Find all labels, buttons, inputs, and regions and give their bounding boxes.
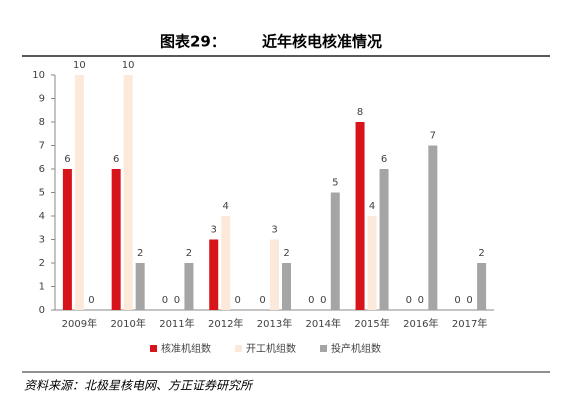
value-label: 0 bbox=[454, 295, 460, 306]
bar bbox=[221, 216, 231, 310]
value-label: 0 bbox=[418, 295, 424, 306]
x-tick-label: 2017年 bbox=[452, 317, 487, 330]
value-label: 10 bbox=[73, 60, 86, 71]
legend-label: 开工机组数 bbox=[246, 342, 296, 355]
y-tick-label: 3 bbox=[39, 235, 45, 246]
bar bbox=[62, 169, 72, 310]
value-label: 8 bbox=[357, 107, 363, 118]
value-label: 6 bbox=[113, 154, 119, 165]
bar bbox=[74, 75, 84, 310]
value-label: 0 bbox=[174, 295, 180, 306]
value-label: 6 bbox=[64, 154, 70, 165]
bar bbox=[477, 263, 487, 310]
value-label: 3 bbox=[271, 225, 277, 236]
legend-label: 投产机组数 bbox=[331, 342, 381, 355]
value-label: 0 bbox=[162, 295, 168, 306]
x-tick-label: 2016年 bbox=[403, 317, 438, 330]
bar bbox=[209, 239, 219, 310]
legend-swatch bbox=[150, 345, 157, 352]
bar bbox=[184, 263, 194, 310]
value-label: 2 bbox=[186, 248, 192, 259]
y-tick-label: 4 bbox=[39, 211, 45, 222]
bar bbox=[270, 239, 279, 310]
value-label: 0 bbox=[88, 295, 94, 306]
value-label: 0 bbox=[308, 295, 314, 306]
bar bbox=[282, 263, 291, 310]
y-tick-label: 6 bbox=[39, 164, 45, 175]
source: 资料来源：北极星核电网、方正证券研究所 bbox=[24, 379, 254, 393]
y-tick-label: 5 bbox=[39, 188, 45, 199]
x-tick-label: 2011年 bbox=[159, 317, 194, 330]
value-label: 5 bbox=[332, 178, 338, 189]
value-label: 4 bbox=[369, 201, 375, 212]
value-label: 2 bbox=[137, 248, 143, 259]
bar bbox=[330, 192, 340, 310]
legend-swatch bbox=[320, 345, 327, 352]
value-label: 4 bbox=[223, 201, 229, 212]
x-tick-label: 2010年 bbox=[110, 317, 145, 330]
value-label: 3 bbox=[211, 225, 217, 236]
y-tick-label: 0 bbox=[39, 305, 45, 316]
bar bbox=[428, 145, 438, 310]
y-tick-label: 7 bbox=[39, 141, 45, 152]
chart-label: 图表29： bbox=[160, 33, 226, 51]
value-label: 2 bbox=[478, 248, 484, 259]
x-tick-label: 2009年 bbox=[62, 317, 97, 330]
value-label: 2 bbox=[283, 248, 289, 259]
value-label: 7 bbox=[430, 131, 436, 142]
value-label: 6 bbox=[381, 154, 387, 165]
bar bbox=[367, 216, 377, 310]
bar bbox=[135, 263, 145, 310]
y-tick-label: 8 bbox=[39, 117, 45, 128]
value-label: 0 bbox=[466, 295, 472, 306]
legend-label: 核准机组数 bbox=[161, 342, 211, 355]
legend-swatch bbox=[235, 345, 242, 352]
y-tick-label: 1 bbox=[39, 282, 45, 293]
bar bbox=[123, 75, 133, 310]
bar bbox=[379, 169, 389, 310]
value-label: 0 bbox=[235, 295, 241, 306]
bar bbox=[355, 122, 365, 310]
value-label: 0 bbox=[406, 295, 412, 306]
x-tick-label: 2015年 bbox=[354, 317, 389, 330]
y-tick-label: 9 bbox=[39, 94, 45, 105]
value-label: 0 bbox=[259, 295, 265, 306]
x-tick-label: 2013年 bbox=[257, 317, 292, 330]
chart-title: 近年核电核准情况 bbox=[262, 33, 382, 51]
x-tick-label: 2012年 bbox=[208, 317, 243, 330]
y-tick-label: 2 bbox=[39, 258, 45, 269]
value-label: 10 bbox=[122, 60, 135, 71]
bar bbox=[111, 169, 121, 310]
x-tick-label: 2014年 bbox=[306, 317, 341, 330]
value-label: 0 bbox=[320, 295, 326, 306]
y-tick-label: 10 bbox=[32, 70, 45, 81]
